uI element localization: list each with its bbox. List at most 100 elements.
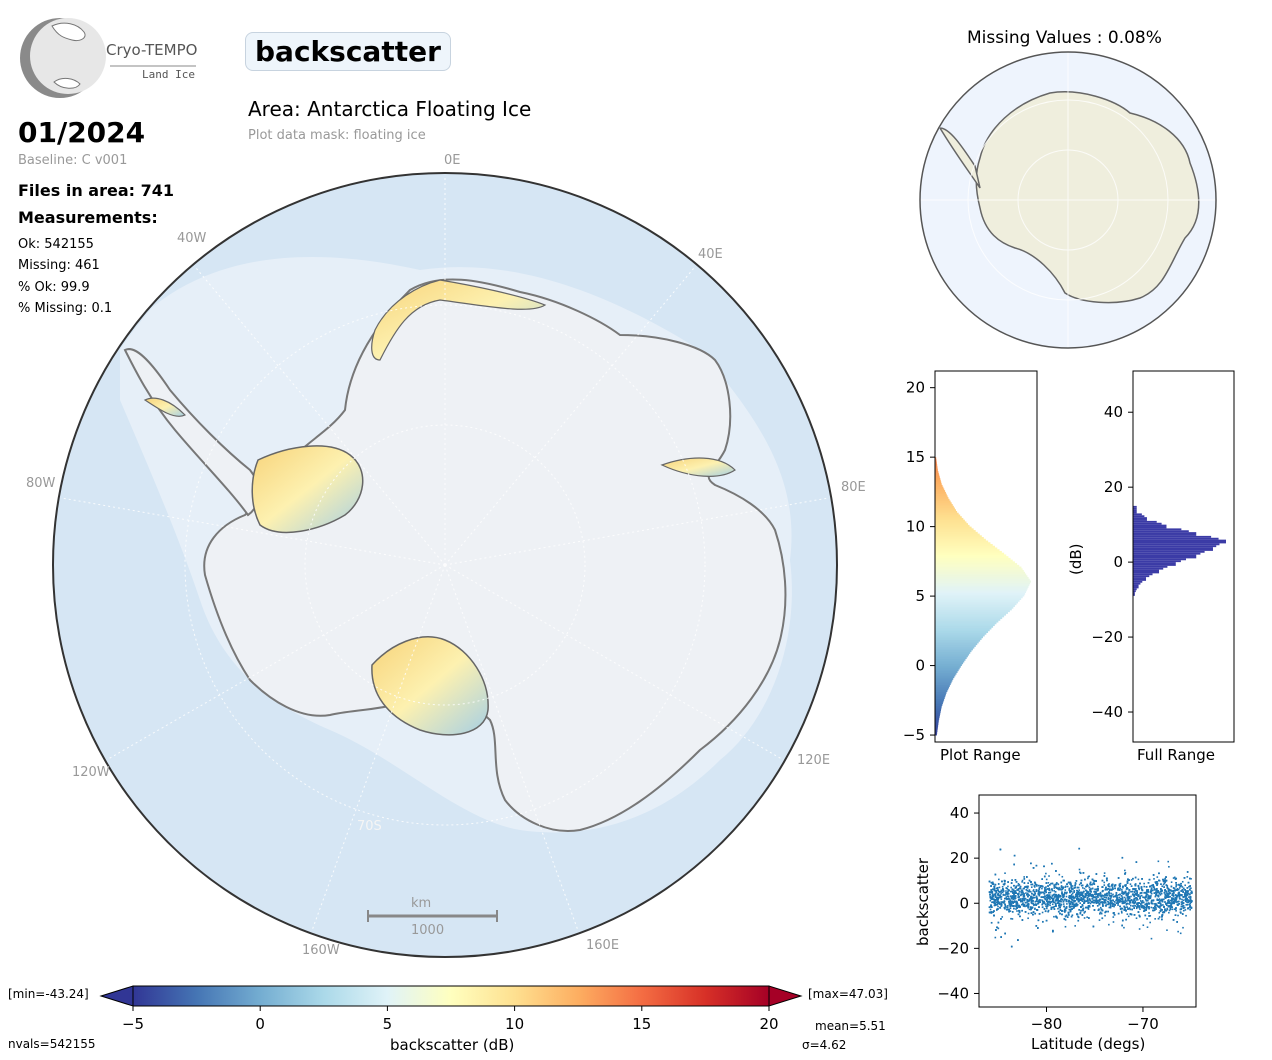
scatter-point	[994, 894, 997, 897]
scatter-point	[1027, 893, 1029, 896]
scatter-point	[1137, 894, 1140, 896]
scatter-point	[1174, 878, 1177, 880]
scatter-point	[1059, 912, 1061, 915]
scatter-point	[1170, 889, 1172, 892]
scatter-point	[1055, 916, 1058, 918]
scatter-point	[1014, 892, 1016, 894]
scatter-point	[1030, 896, 1032, 898]
scatter-point	[1064, 915, 1067, 918]
scatter-point	[1075, 903, 1078, 906]
scatter-point	[1016, 907, 1018, 909]
scatter-point	[1048, 889, 1051, 891]
scatter-point	[1163, 882, 1166, 885]
scatter-point	[1055, 883, 1057, 886]
scatter-point	[1095, 880, 1097, 882]
scatter-point	[1003, 882, 1006, 885]
plot-range-bar	[935, 712, 941, 715]
scatter-point	[1089, 890, 1092, 893]
scatter-point	[1086, 892, 1089, 894]
scatter-point	[1156, 881, 1158, 883]
scatter-point	[1054, 883, 1057, 886]
scatter-point	[1061, 888, 1063, 891]
scatter-point	[1146, 893, 1149, 896]
scatter-point	[1139, 892, 1142, 894]
scatter-point	[1111, 903, 1114, 905]
scatter-point	[1102, 898, 1104, 900]
scatter-point	[1074, 882, 1077, 885]
scatter-point	[1113, 901, 1116, 903]
scatter-point	[1147, 897, 1149, 900]
scatter-point	[1171, 898, 1174, 900]
scatter-point	[991, 883, 994, 885]
scatter-point	[1072, 907, 1075, 909]
scatter-point	[1171, 894, 1173, 896]
scatter-point	[1070, 897, 1072, 900]
scatter-point	[1164, 880, 1167, 883]
scatter-point	[1150, 892, 1153, 895]
scatter-point	[1018, 909, 1020, 912]
scatter-point	[996, 909, 998, 911]
scatter-point	[991, 898, 994, 901]
scatter-point	[989, 897, 992, 899]
full-range-tick-label: 40	[1104, 403, 1123, 421]
scatter-point	[990, 921, 993, 924]
scatter-point	[1002, 883, 1005, 886]
scatter-point	[1168, 893, 1170, 895]
scatter-point	[1089, 899, 1092, 902]
scatter-point	[1168, 901, 1170, 903]
scatter-point	[1140, 906, 1143, 909]
scatter-point	[1138, 928, 1141, 930]
scatter-point	[1134, 883, 1137, 885]
scatter-point	[1000, 904, 1003, 907]
scatter-point	[1189, 877, 1191, 880]
scatter-point	[1070, 887, 1073, 889]
scatter-point	[1141, 889, 1144, 892]
scatter-point	[1080, 884, 1083, 887]
scatter-point	[1175, 897, 1178, 900]
scatter-point	[1167, 890, 1170, 893]
scatter-point	[991, 896, 994, 898]
scatter-point	[1176, 895, 1178, 898]
scatter-point	[1101, 897, 1104, 900]
scatter-point	[1103, 875, 1106, 877]
scatter-point	[1048, 895, 1051, 898]
scatter-point	[1124, 908, 1126, 911]
scatter-point	[1114, 884, 1117, 887]
scatter-point	[1009, 905, 1012, 908]
scatter-point	[1076, 889, 1078, 892]
scatter-point	[1158, 901, 1161, 904]
scatter-point	[1025, 885, 1028, 888]
scatter-point	[1007, 892, 1009, 895]
scatter-point	[1021, 897, 1024, 900]
scatter-point	[1128, 896, 1130, 898]
scatter-point	[1013, 900, 1016, 903]
scatter-point	[1159, 902, 1162, 905]
scatter-point	[1003, 883, 1005, 886]
scatter-point	[1083, 902, 1085, 904]
scatter-point	[1134, 893, 1136, 896]
scatter-point	[993, 901, 995, 904]
scatter-point	[1121, 892, 1123, 895]
scatter-point	[1023, 899, 1026, 902]
scatter-point	[1056, 897, 1058, 900]
scatter-point	[1133, 902, 1135, 905]
scatter-point	[1082, 897, 1085, 900]
scatter-point	[1088, 905, 1091, 908]
scatter-point	[1125, 918, 1127, 921]
scatter-point	[1150, 889, 1153, 892]
full-range-bar	[1133, 532, 1197, 535]
scatter-point	[1150, 890, 1152, 893]
scatter-point	[998, 891, 1001, 893]
scatter-point	[1007, 898, 1010, 900]
plot-range-bar	[935, 620, 999, 623]
scatter-point	[1023, 903, 1025, 906]
scatter-point	[1094, 899, 1096, 902]
scatter-point	[1119, 905, 1121, 908]
scatter-point	[1127, 892, 1130, 894]
scatter-point	[1073, 903, 1076, 906]
scatter-point	[1158, 906, 1161, 908]
scatter-point	[1109, 904, 1112, 906]
scatter-point	[1103, 901, 1106, 904]
scatter-point	[1182, 905, 1185, 907]
scatter-point	[1153, 886, 1155, 889]
